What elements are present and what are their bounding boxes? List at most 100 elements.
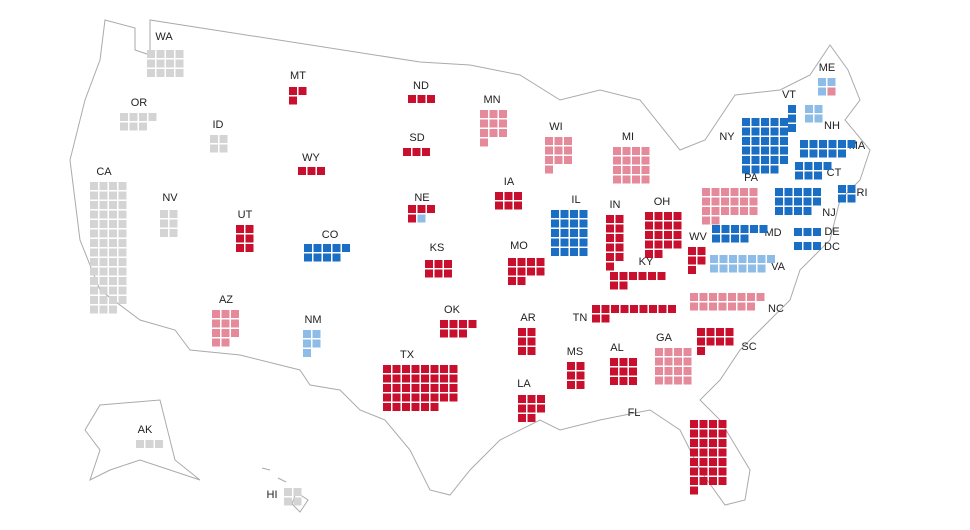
- vote-square: [615, 243, 624, 252]
- vote-square: [120, 122, 128, 131]
- vote-square: [619, 367, 628, 376]
- vote-square: [592, 305, 600, 313]
- vote-square: [518, 395, 526, 403]
- vote-square: [814, 162, 822, 170]
- state-label: WV: [689, 231, 707, 243]
- vote-square: [579, 219, 588, 228]
- vote-square: [411, 403, 420, 411]
- vote-square: [425, 269, 433, 278]
- vote-square: [576, 362, 585, 370]
- vote-square: [408, 214, 416, 223]
- vote-square: [536, 267, 545, 276]
- state-label: OH: [654, 196, 671, 208]
- vote-square: [245, 225, 254, 233]
- vote-square: [788, 114, 796, 123]
- vote-square: [654, 221, 663, 230]
- state-label: LA: [517, 378, 531, 390]
- vote-square: [402, 384, 410, 392]
- vote-square: [579, 229, 588, 237]
- state-label: NE: [414, 192, 429, 204]
- vote-square: [702, 197, 710, 206]
- state-label: VT: [782, 89, 796, 101]
- vote-square: [710, 264, 718, 273]
- vote-square: [622, 156, 631, 165]
- vote-square: [648, 272, 656, 280]
- vote-square: [721, 225, 730, 233]
- vote-square: [827, 87, 836, 96]
- vote-square: [175, 50, 184, 58]
- vote-square: [664, 231, 672, 239]
- vote-square: [210, 144, 218, 153]
- vote-square: [175, 59, 184, 68]
- vote-square: [610, 367, 618, 376]
- vote-square: [749, 207, 758, 215]
- vote-square: [740, 225, 749, 233]
- vote-square: [517, 258, 526, 266]
- vote-square: [212, 310, 220, 318]
- state-label: RI: [857, 187, 868, 199]
- vote-square: [545, 165, 553, 174]
- vote-square: [709, 420, 717, 428]
- vote-square: [148, 113, 157, 121]
- vote-square: [750, 225, 758, 233]
- vote-square: [313, 253, 322, 262]
- vote-square: [118, 277, 127, 285]
- vote-square: [236, 234, 244, 243]
- vote-square: [690, 420, 698, 428]
- vote-square: [770, 146, 779, 155]
- vote-square: [729, 255, 737, 263]
- vote-square: [417, 214, 426, 223]
- vote-square: [629, 358, 637, 366]
- state-label: DE: [824, 226, 839, 238]
- vote-square: [718, 429, 727, 438]
- vote-square: [655, 357, 663, 366]
- vote-square: [427, 205, 435, 213]
- vote-square: [654, 231, 663, 239]
- vote-square: [392, 374, 401, 383]
- vote-square: [169, 219, 178, 228]
- vote-square: [668, 305, 676, 313]
- vote-square: [527, 395, 536, 403]
- vote-square: [236, 244, 244, 252]
- vote-square: [489, 119, 498, 128]
- state-label: HI: [267, 489, 278, 501]
- state-label: NM: [304, 314, 321, 326]
- vote-square: [761, 118, 769, 126]
- vote-square: [632, 166, 640, 174]
- vote-square: [430, 374, 439, 383]
- vote-square: [655, 367, 663, 375]
- vote-square: [289, 87, 297, 95]
- state-label: MT: [290, 70, 306, 82]
- vote-square: [118, 182, 127, 190]
- vote-square: [551, 229, 559, 237]
- vote-square: [747, 302, 755, 311]
- vote-square: [312, 339, 321, 348]
- vote-square: [690, 486, 698, 495]
- state-label: KY: [639, 256, 654, 268]
- vote-square: [166, 69, 174, 77]
- vote-square: [770, 118, 779, 126]
- state-label: NC: [768, 303, 784, 315]
- vote-square: [803, 207, 812, 215]
- vote-square: [118, 286, 127, 295]
- vote-square: [99, 286, 108, 295]
- vote-square: [699, 302, 708, 311]
- vote-square: [592, 314, 600, 323]
- state-label: MD: [764, 227, 781, 239]
- vote-square: [147, 69, 155, 77]
- vote-square: [99, 239, 108, 247]
- vote-square: [495, 201, 503, 210]
- vote-square: [440, 320, 448, 328]
- vote-square: [613, 156, 621, 165]
- ak-outline: [84, 399, 201, 481]
- vote-square: [567, 362, 575, 370]
- state-label: MI: [622, 131, 634, 143]
- vote-square: [819, 140, 827, 148]
- vote-square: [725, 337, 734, 346]
- vote-square: [699, 458, 708, 466]
- vote-square: [709, 293, 717, 301]
- vote-square: [90, 248, 98, 257]
- state-label: PA: [744, 172, 759, 184]
- vote-square: [711, 216, 720, 225]
- vote-square: [770, 156, 779, 164]
